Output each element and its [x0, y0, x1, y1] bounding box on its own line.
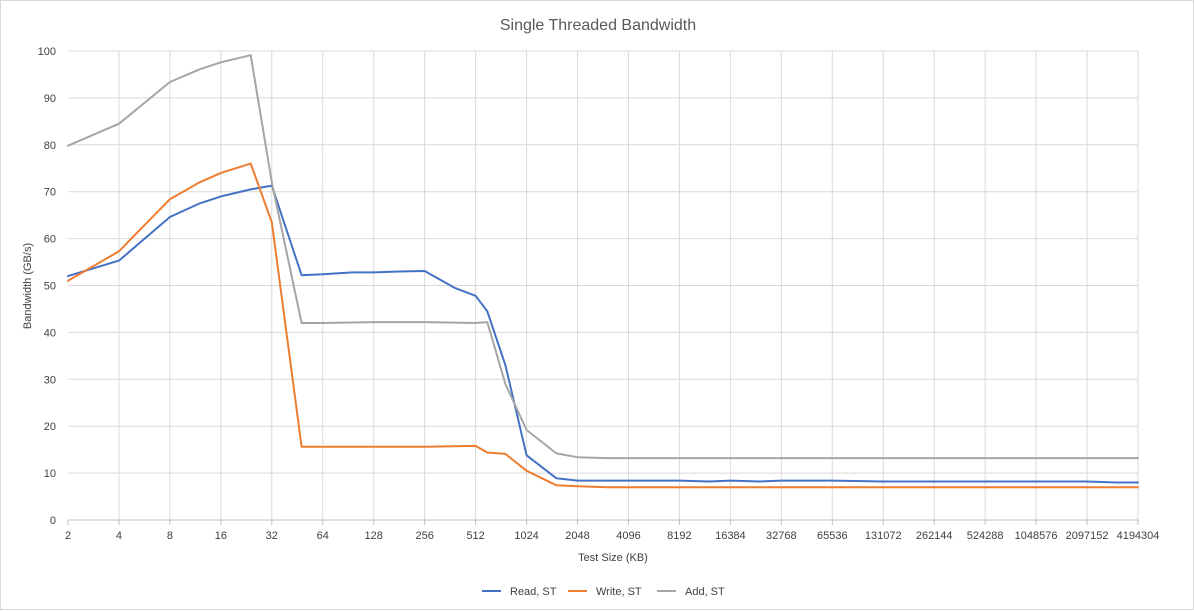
x-tick-label: 65536: [817, 530, 848, 542]
x-tick-label: 1048576: [1015, 530, 1058, 542]
x-tick-label: 4194304: [1117, 530, 1160, 542]
y-tick-label: 50: [44, 281, 56, 293]
chart-title: Single Threaded Bandwidth: [500, 17, 696, 34]
x-axis-ticks: 2 4 8 16 32 64 128 256 512 1024 2048 4096 8192 16384 3…: [65, 520, 1159, 542]
y-axis-ticks: 0 10 20 30 40 50 60 70 80 90 100: [38, 46, 56, 527]
x-tick-label: 8192: [667, 530, 691, 542]
x-tick-label: 1024: [514, 530, 538, 542]
x-tick-label: 262144: [916, 530, 953, 542]
x-axis-label: Test Size (KB): [578, 552, 648, 564]
y-axis-label: Bandwidth (GB/s): [22, 243, 34, 329]
y-tick-label: 20: [44, 421, 56, 433]
legend-label: Read, ST: [510, 586, 557, 598]
series-line-1: [67, 162, 1139, 489]
x-tick-label: 128: [365, 530, 383, 542]
series-line-2: [67, 54, 1139, 460]
gridlines: [68, 50, 1139, 520]
y-tick-label: 90: [44, 93, 56, 105]
x-tick-label: 16384: [715, 530, 746, 542]
x-tick-label: 4: [116, 530, 122, 542]
x-tick-label: 16: [215, 530, 227, 542]
series-line-0: [67, 184, 1139, 484]
y-tick-label: 60: [44, 234, 56, 246]
y-tick-label: 10: [44, 468, 56, 480]
y-tick-label: 40: [44, 327, 56, 339]
y-tick-label: 30: [44, 374, 56, 386]
x-tick-label: 2048: [565, 530, 589, 542]
legend: Read, ST Write, ST Add, ST: [482, 586, 725, 598]
x-tick-label: 4096: [616, 530, 640, 542]
x-tick-label: 524288: [967, 530, 1004, 542]
y-tick-label: 70: [44, 187, 56, 199]
y-tick-label: 100: [38, 46, 56, 58]
x-tick-label: 8: [167, 530, 173, 542]
y-tick-label: 0: [50, 515, 56, 527]
x-tick-label: 2097152: [1066, 530, 1109, 542]
series-lines: [67, 54, 1139, 489]
legend-label: Add, ST: [685, 586, 725, 598]
x-tick-label: 32: [266, 530, 278, 542]
x-tick-label: 32768: [766, 530, 797, 542]
y-tick-label: 80: [44, 140, 56, 152]
x-tick-label: 256: [415, 530, 433, 542]
x-tick-label: 64: [317, 530, 329, 542]
x-tick-label: 131072: [865, 530, 902, 542]
x-tick-label: 2: [65, 530, 71, 542]
legend-label: Write, ST: [596, 586, 642, 598]
x-tick-label: 512: [466, 530, 484, 542]
